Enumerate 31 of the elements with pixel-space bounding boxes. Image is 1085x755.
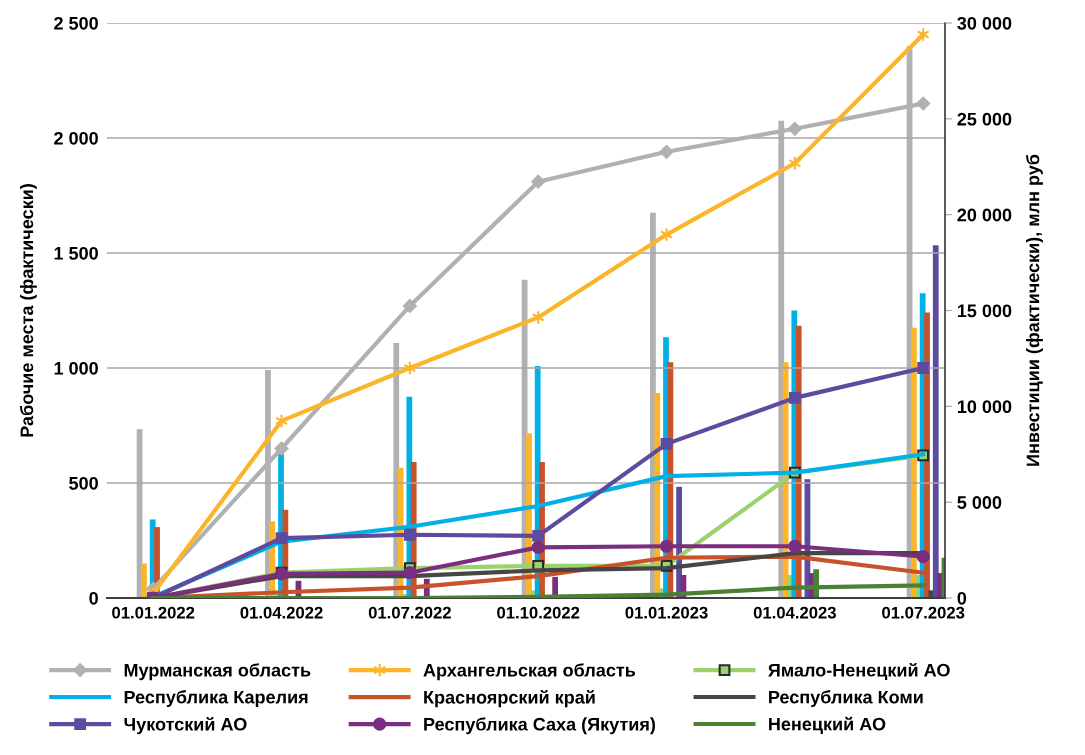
- y2-tick-label: 25 000: [957, 112, 1012, 126]
- legend-label: Ненецкий АО: [769, 716, 886, 734]
- legend-label: Республика Карелия: [124, 690, 308, 708]
- legend-label: Мурманская область: [124, 663, 311, 681]
- legend-label: Республика Коми: [769, 690, 923, 708]
- y2-tick-label: 0: [957, 591, 967, 605]
- y2-axis-title: Инвестиции (фактически), млн руб: [1025, 154, 1043, 466]
- y2-tick-label: 30 000: [957, 16, 1012, 30]
- x-tick-label: 01.07.2023: [882, 606, 965, 619]
- y2-tick-label: 10 000: [957, 400, 1012, 414]
- y2-tick-label: 20 000: [957, 208, 1012, 222]
- x-tick-label: 01.04.2023: [753, 606, 836, 619]
- y-tick-label: 0: [89, 591, 98, 605]
- legend-label: Ямало-Ненецкий АО: [768, 662, 950, 681]
- y-tick-label: 500: [69, 476, 98, 490]
- x-tick-label: 01.01.2023: [625, 606, 708, 619]
- y-tick-label: 2 000: [54, 131, 98, 145]
- legend-label: Архангельская область: [423, 663, 636, 681]
- x-tick-label: 01.01.2022: [112, 606, 195, 619]
- x-tick-label: 01.10.2022: [497, 606, 580, 619]
- y-axis-title: Рабочие места (фактически): [19, 184, 37, 437]
- legend-label: Красноярский край: [424, 690, 595, 708]
- x-tick-label: 01.07.2022: [368, 606, 451, 619]
- x-tick-label: 01.04.2022: [240, 606, 323, 619]
- y2-tick-label: 5 000: [957, 496, 1002, 509]
- y-tick-label: 1 500: [54, 246, 98, 260]
- y-tick-label: 1 000: [54, 361, 98, 375]
- legend-label: Республика Саха (Якутия): [424, 717, 656, 735]
- legend-label: Чукотский АО: [124, 717, 247, 735]
- y2-tick-label: 15 000: [957, 304, 1012, 318]
- y-tick-label: 2 500: [54, 16, 98, 30]
